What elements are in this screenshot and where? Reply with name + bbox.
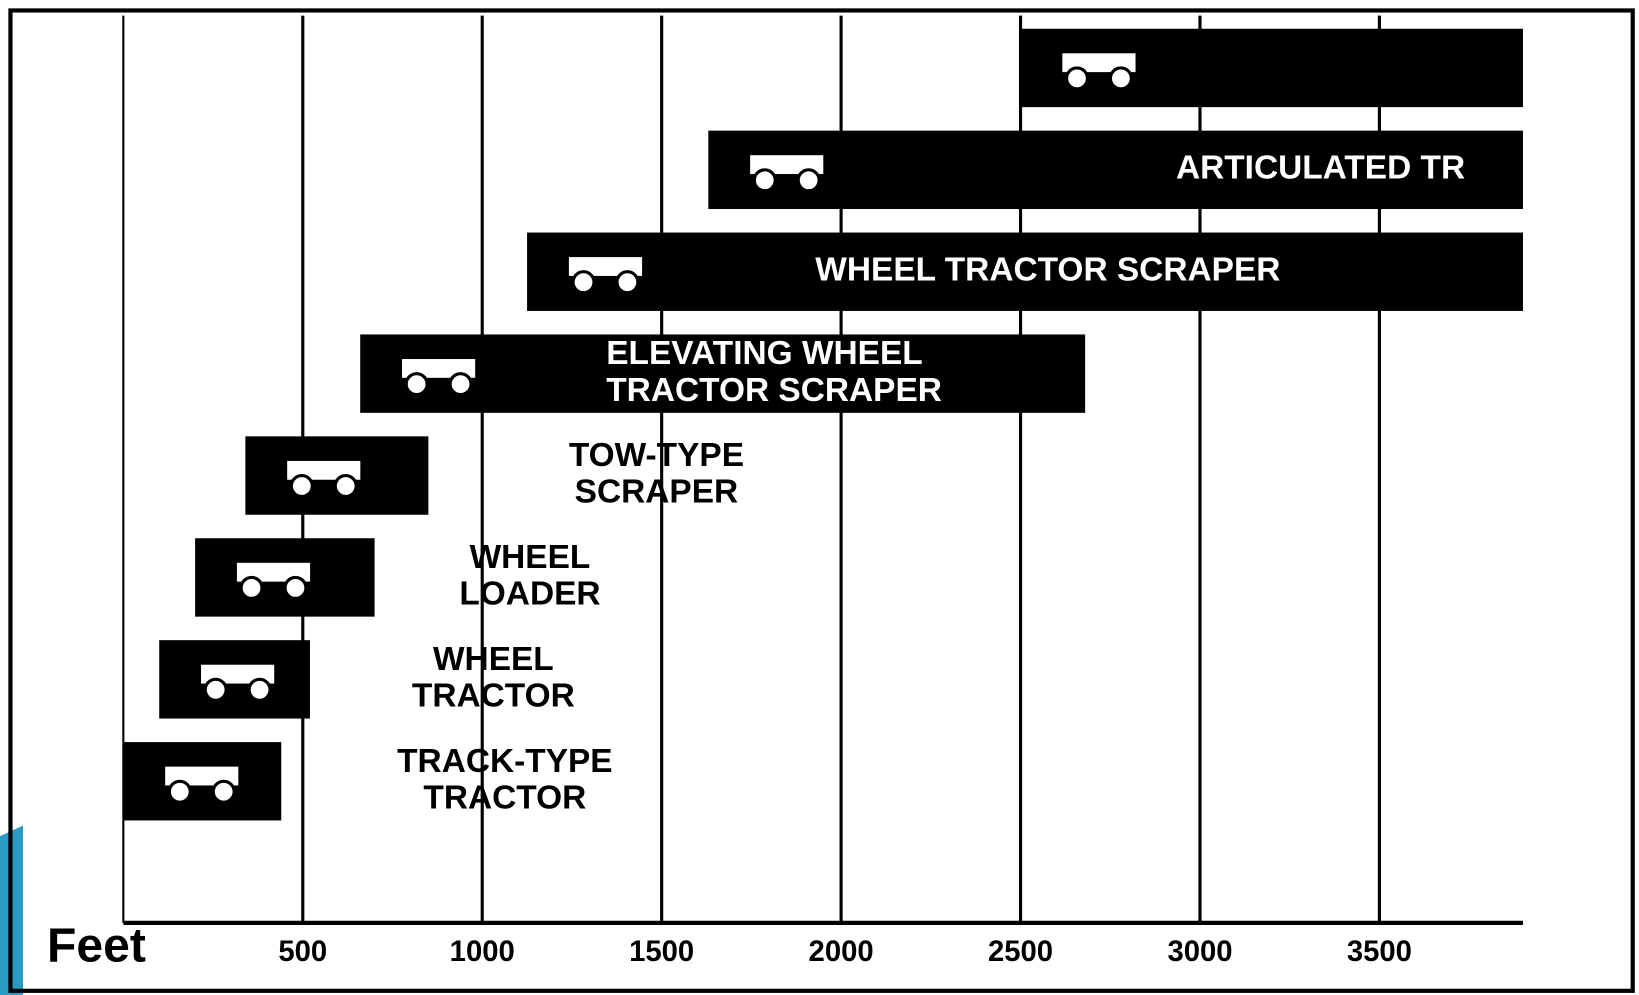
vehicle-wheel [404,372,429,397]
x-tick-label: 3000 [1167,936,1232,968]
vehicle-wheel [615,270,640,295]
vehicle-wheel [247,677,272,702]
x-tick-label: 3500 [1347,936,1412,968]
x-tick-label: 1500 [629,936,694,968]
vehicle-wheel [211,779,236,804]
x-axis-title: Feet [47,919,146,973]
slide-frame [8,8,1635,993]
category-label: ELEVATING WHEEL [606,335,922,372]
category-label: TRACTOR [423,779,586,816]
vehicle-wheel [167,779,192,804]
category-label: TRACK-TYPE [397,743,612,780]
x-tick-label: 2500 [988,936,1053,968]
x-tick-label: 500 [278,936,327,968]
category-label: WHEEL TRACTOR SCRAPER [815,252,1280,289]
range-bar [527,232,1523,311]
plot: TRACK-TYPETRACTORWHEELTRACTORWHEELLOADER… [122,15,1523,925]
vehicle-wheel [1108,66,1133,91]
category-label: LOADER [459,576,600,613]
vehicle-wheel [448,372,473,397]
vehicle-wheel [203,677,228,702]
category-label: TOW-TYPE [569,437,744,474]
vehicle-wheel [752,168,777,193]
category-label: TRACTOR [412,677,575,714]
vehicle-wheel [289,473,314,499]
category-label: ARTICULATED TR [1176,150,1465,187]
x-tick-label: 1000 [450,936,515,968]
category-label: WHEEL [470,539,591,576]
category-label: TRACTOR SCRAPER [606,372,942,409]
vehicle-wheel [283,575,308,600]
vehicle-wheel [333,473,358,499]
category-label: SCRAPER [575,474,739,511]
x-tick-label: 2000 [809,936,874,968]
vehicle-wheel [571,270,596,295]
vehicle-wheel [239,575,264,600]
range-bar [708,130,1523,210]
range-bar [360,334,1086,413]
category-label: WHEEL [433,641,554,678]
vehicle-wheel [1064,66,1090,91]
vehicle-wheel [796,168,821,193]
